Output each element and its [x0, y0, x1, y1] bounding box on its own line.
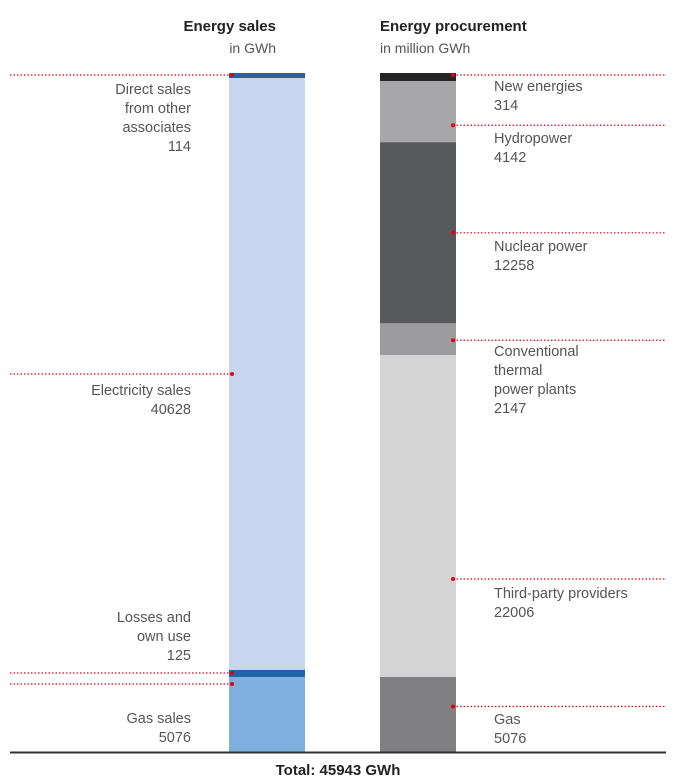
right-label-value: 22006	[494, 605, 535, 621]
right-bar-segment-third-party-providers	[380, 355, 456, 677]
right-label-name: Gas	[494, 712, 521, 729]
right-label-third-party-providers: Third-party providers 22006	[494, 585, 628, 623]
left-leader-dot-electricity-sales	[230, 371, 234, 376]
right-bar-segment-nuclear-power	[380, 142, 456, 324]
right-label-name: Conventional thermal power plants	[494, 344, 579, 399]
right-label-name: New energies	[494, 79, 583, 95]
left-label-value: 40628	[150, 401, 191, 418]
left-label-direct-sales-from-other-associates: Direct sales from other associates 114	[115, 81, 191, 157]
right-label-hydropower: Hydropower 4142	[494, 130, 572, 168]
left-label-name: Electricity sales	[91, 382, 191, 399]
left-label-losses-and-own-use: Losses and own use 125	[117, 609, 191, 666]
total-label: Total: 45943 GWh	[275, 762, 401, 779]
right-label-name: Third-party providers	[494, 586, 628, 602]
left-label-electricity-sales: Electricity sales 40628	[91, 382, 191, 420]
left-bar-subtitle: in GWh	[229, 40, 276, 56]
left-leader-dot-gas-sales	[230, 681, 234, 686]
right-bar-title: Energy procurement	[380, 18, 527, 35]
right-bar-segment-gas	[380, 676, 456, 752]
left-bar-title: Energy sales	[183, 18, 276, 35]
right-leader-dot-third-party-providers	[451, 577, 455, 581]
right-label-value: 2147	[494, 401, 527, 418]
right-label-value: 5076	[494, 731, 527, 748]
left-bar-segment-direct-sales-from-other-associates	[229, 73, 305, 78]
right-label-name: Hydropower	[494, 131, 573, 148]
left-label-name: Losses and own use	[116, 609, 191, 645]
right-label-gas: Gas 5076	[494, 711, 526, 749]
left-bar-segment-gas-sales	[229, 676, 305, 752]
left-label-value: 125	[166, 647, 191, 664]
left-label-value: 5076	[158, 729, 191, 746]
right-label-value: 314	[494, 98, 519, 114]
right-leader-dot-nuclear-power	[451, 230, 455, 235]
right-label-conventional-thermal-power-plants: Conventional thermal power plants 2147	[494, 343, 579, 419]
right-leader-dot-gas	[451, 704, 455, 709]
left-leader-dot-losses-and-own-use	[230, 670, 234, 675]
left-bar-segment-electricity-sales	[229, 78, 305, 670]
left-label-name: Direct sales from other associates	[115, 82, 191, 136]
right-leader-dot-new-energies	[451, 73, 455, 77]
right-bar-segment-conventional-thermal-power-plants	[380, 323, 456, 356]
right-label-value: 4142	[494, 150, 527, 167]
right-leader-dot-hydropower	[451, 123, 455, 128]
left-label-name: Gas sales	[126, 710, 191, 727]
right-bar-segment-new-energies	[380, 73, 456, 81]
right-label-nuclear-power: Nuclear power 12258	[494, 238, 588, 276]
right-label-new-energies: New energies 314	[494, 78, 583, 116]
right-label-value: 12258	[494, 257, 535, 274]
right-label-name: Nuclear power	[494, 238, 588, 255]
left-leader-dot-direct-sales-from-other-associates	[230, 73, 234, 77]
left-label-gas-sales: Gas sales 5076	[127, 710, 191, 748]
left-bar-segment-losses-and-own-use	[229, 669, 305, 677]
right-leader-dot-conventional-thermal-power-plants	[451, 338, 455, 343]
left-label-value: 114	[167, 139, 191, 155]
right-bar-subtitle: in million GWh	[380, 40, 471, 56]
right-bar-segment-hydropower	[380, 81, 456, 143]
